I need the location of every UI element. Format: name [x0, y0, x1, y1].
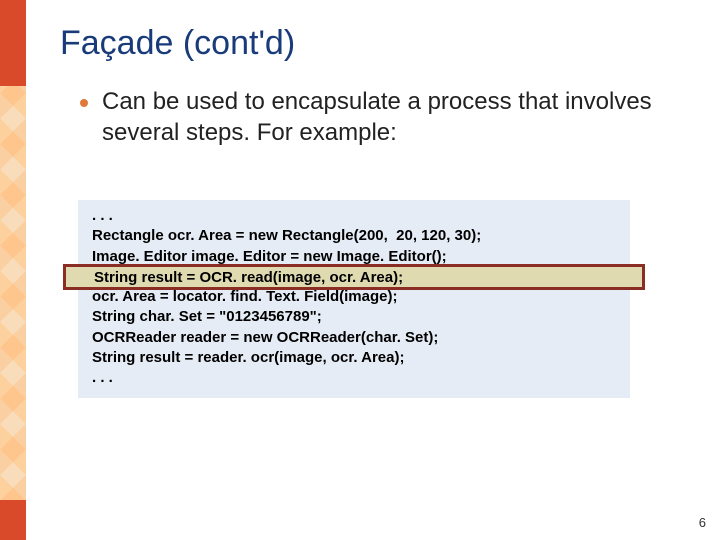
- stripe-bottom-block: [0, 500, 26, 540]
- highlight-text: String result = OCR. read(image, ocr. Ar…: [94, 269, 403, 286]
- code-line: String result = reader. ocr(image, ocr. …: [92, 348, 616, 368]
- code-line: . . .: [92, 368, 616, 388]
- code-line: Rectangle ocr. Area = new Rectangle(200,…: [92, 226, 616, 246]
- page-number: 6: [699, 515, 706, 530]
- code-line: String char. Set = "0123456789";: [92, 307, 616, 327]
- code-block: . . . Rectangle ocr. Area = new Rectangl…: [78, 200, 630, 398]
- bullet-item: Can be used to encapsulate a process tha…: [80, 87, 690, 148]
- code-line: OCRReader reader = new OCRReader(char. S…: [92, 328, 616, 348]
- code-line: . . .: [92, 206, 616, 226]
- code-line: ocr. Area = locator. find. Text. Field(i…: [92, 287, 616, 307]
- stripe-pattern: [0, 86, 26, 500]
- slide-title: Façade (cont'd): [60, 24, 690, 63]
- bullet-dot-icon: [80, 99, 88, 107]
- highlighted-code-line: String result = OCR. read(image, ocr. Ar…: [63, 264, 645, 290]
- bullet-text: Can be used to encapsulate a process tha…: [102, 87, 690, 148]
- left-decorative-stripe: [0, 0, 26, 540]
- slide-content: Façade (cont'd) Can be used to encapsula…: [60, 24, 690, 148]
- stripe-top-block: [0, 0, 26, 86]
